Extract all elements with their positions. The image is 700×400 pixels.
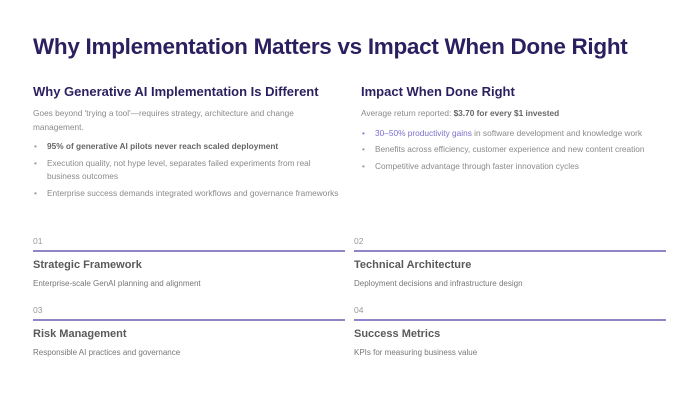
list-item: Enterprise success demands integrated wo… bbox=[33, 187, 343, 201]
card-number: 04 bbox=[354, 305, 364, 315]
card-title: Success Metrics bbox=[354, 327, 441, 340]
card-title: Technical Architecture bbox=[354, 258, 472, 271]
card-strategic-framework: 01 Strategic Framework Enterprise-scale … bbox=[33, 236, 345, 288]
right-column: Impact When Done Right Average return re… bbox=[361, 84, 671, 176]
right-intro: Average return reported: $3.70 for every… bbox=[361, 107, 671, 121]
divider bbox=[33, 250, 345, 252]
left-bullet-list: 95% of generative AI pilots never reach … bbox=[33, 140, 343, 200]
card-number: 02 bbox=[354, 236, 364, 246]
card-technical-architecture: 02 Technical Architecture Deployment dec… bbox=[354, 236, 666, 288]
card-description: KPIs for measuring business value bbox=[354, 347, 478, 357]
left-intro: Goes beyond 'trying a tool'—requires str… bbox=[33, 108, 294, 132]
divider bbox=[354, 319, 666, 321]
page-title: Why Implementation Matters vs Impact Whe… bbox=[33, 34, 628, 59]
divider bbox=[354, 250, 666, 252]
intro-prefix: Average return reported: bbox=[361, 108, 454, 118]
list-item: 95% of generative AI pilots never reach … bbox=[33, 140, 343, 154]
list-item: Execution quality, not hype level, separ… bbox=[33, 157, 343, 184]
list-item: Competitive advantage through faster inn… bbox=[361, 160, 671, 174]
card-risk-management: 03 Risk Management Responsible AI practi… bbox=[33, 305, 345, 357]
divider bbox=[33, 319, 345, 321]
card-description: Enterprise-scale GenAI planning and alig… bbox=[33, 278, 201, 288]
left-heading: Why Generative AI Implementation Is Diff… bbox=[33, 84, 319, 99]
card-success-metrics: 04 Success Metrics KPIs for measuring bu… bbox=[354, 305, 666, 357]
card-description: Responsible AI practices and governance bbox=[33, 347, 181, 357]
bullet-text: 95% of generative AI pilots never reach … bbox=[47, 141, 279, 151]
list-item: Benefits across efficiency, customer exp… bbox=[361, 143, 671, 157]
left-column: Why Generative AI Implementation Is Diff… bbox=[33, 84, 343, 203]
card-number: 01 bbox=[33, 236, 43, 246]
card-description: Deployment decisions and infrastructure … bbox=[354, 278, 523, 288]
right-heading: Impact When Done Right bbox=[361, 84, 515, 99]
right-bullet-list: 30–50% productivity gains in software de… bbox=[361, 127, 671, 174]
card-title: Risk Management bbox=[33, 327, 127, 340]
card-title: Strategic Framework bbox=[33, 258, 142, 271]
intro-bold: $3.70 for every $1 invested bbox=[453, 108, 560, 118]
highlight-text: 30–50% productivity gains bbox=[375, 127, 472, 138]
bullet-text: in software development and knowledge wo… bbox=[471, 127, 643, 138]
list-item: 30–50% productivity gains in software de… bbox=[361, 127, 671, 141]
card-number: 03 bbox=[33, 305, 43, 315]
